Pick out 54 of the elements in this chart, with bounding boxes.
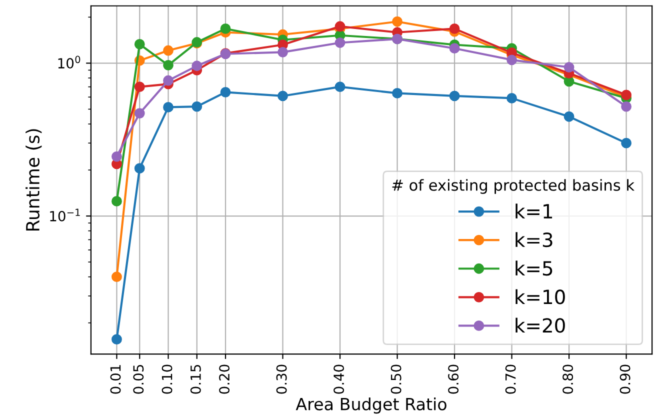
point xyxy=(163,75,174,86)
point xyxy=(163,60,174,70)
x-tick-label: 0.01 xyxy=(110,365,121,394)
point xyxy=(134,108,145,118)
point xyxy=(192,60,202,72)
point xyxy=(449,24,460,34)
x-tick-label: 0.50 xyxy=(390,364,402,394)
legend-label: k=10 xyxy=(516,289,565,304)
point xyxy=(564,111,574,122)
x-tick-label: 0.80 xyxy=(562,364,574,394)
legend-title: # of existing protected basins k xyxy=(392,179,635,194)
legend-label: k=5 xyxy=(516,260,552,276)
x-tick-label: 0.15 xyxy=(190,364,201,394)
x-tick-label: 0.70 xyxy=(505,364,516,394)
point xyxy=(192,101,202,112)
point xyxy=(621,138,632,148)
point xyxy=(334,38,346,48)
point xyxy=(392,16,402,27)
x-tick-label: 0.90 xyxy=(620,364,630,394)
point xyxy=(449,90,460,102)
legend-label: k=20 xyxy=(516,318,565,333)
point xyxy=(392,88,402,98)
point xyxy=(220,24,231,34)
point xyxy=(449,43,460,54)
point xyxy=(134,82,145,92)
x-tick-label: 0.30 xyxy=(276,364,287,394)
point xyxy=(112,272,122,282)
x-axis-title: Area Budget Ratio xyxy=(296,397,446,414)
legend-label: k=3 xyxy=(516,232,552,248)
x-tick-label: 0.40 xyxy=(334,364,344,394)
x-tick-label: 0.05 xyxy=(133,364,144,394)
x-tick-label: 0.60 xyxy=(448,364,459,394)
point xyxy=(506,92,517,104)
point xyxy=(134,39,145,50)
point xyxy=(506,54,517,66)
point xyxy=(334,82,346,92)
point xyxy=(112,196,122,206)
x-tick-label: 0.10 xyxy=(162,364,172,394)
point xyxy=(112,334,122,345)
point xyxy=(163,102,174,112)
legend-label: k=1 xyxy=(516,204,552,218)
point xyxy=(134,163,145,174)
point xyxy=(112,151,122,162)
point xyxy=(334,21,346,32)
x-tick-label: 0.20 xyxy=(219,364,230,394)
y-tick-label: 10$^{0}$ xyxy=(58,56,80,69)
point xyxy=(621,101,632,112)
point xyxy=(163,45,174,56)
y-tick-label: 10$^{−1}$ xyxy=(50,208,80,222)
point xyxy=(564,62,574,72)
y-axis-title: Runtime (s) xyxy=(26,129,42,231)
point xyxy=(220,86,231,98)
point xyxy=(278,90,288,102)
point xyxy=(278,46,288,58)
